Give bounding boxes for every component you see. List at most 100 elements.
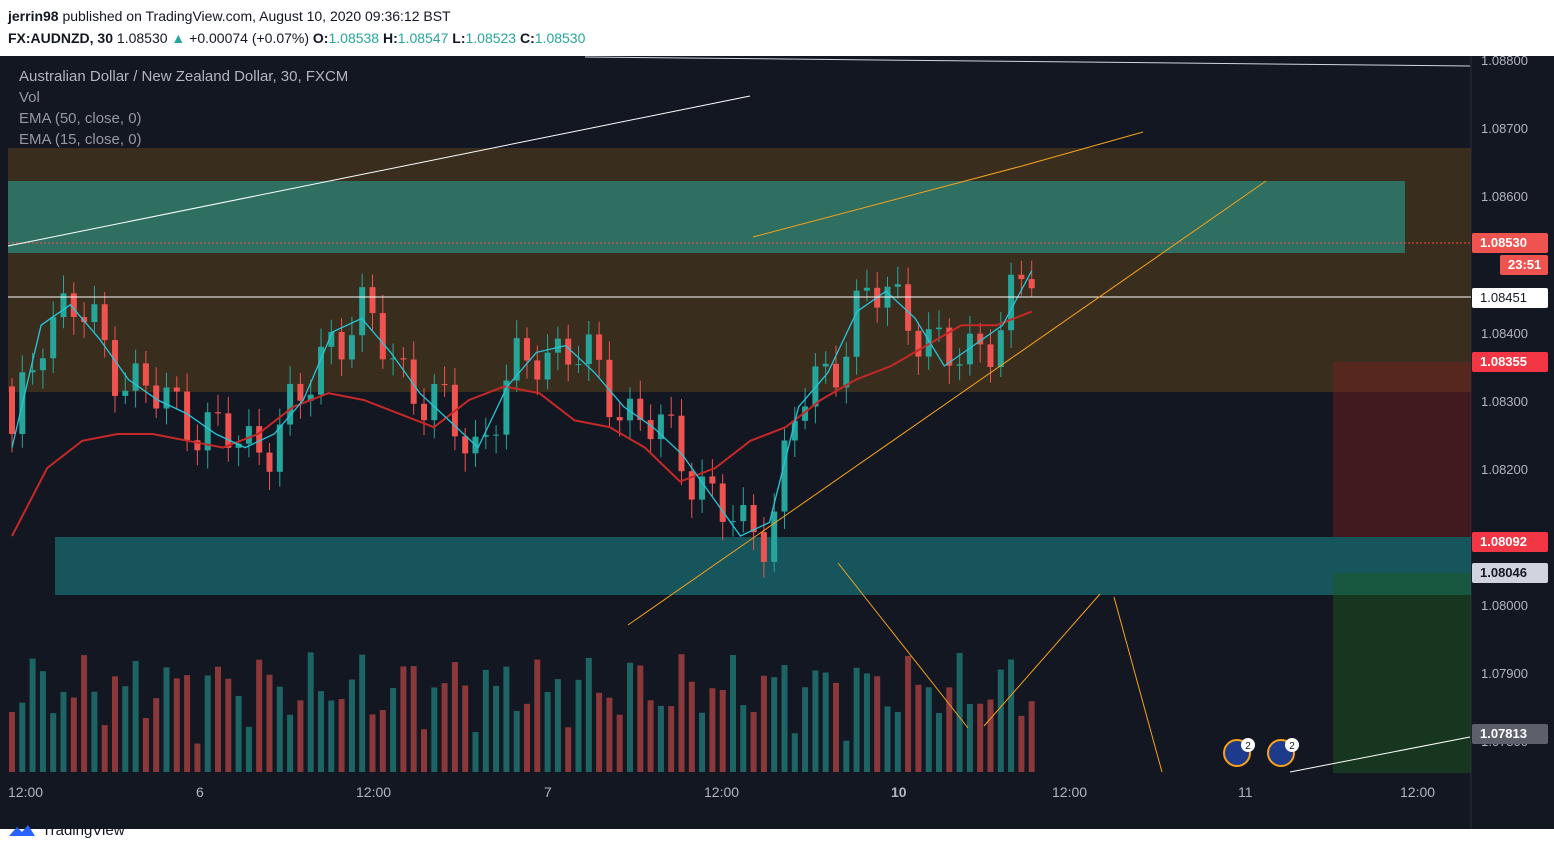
current-price-tag: 1.08530 [1472, 233, 1548, 253]
candle-body [997, 330, 1004, 368]
candle-body [956, 364, 963, 366]
candle-body [894, 284, 901, 287]
volume-bar [348, 679, 355, 772]
candle-body [225, 413, 232, 448]
y-tick: 1.07900 [1481, 666, 1528, 681]
candle-body [513, 338, 520, 381]
publish-line: jerrin98 published on TradingView.com, A… [8, 8, 451, 24]
candle-body [266, 452, 273, 472]
y-tick: 1.08800 [1481, 53, 1528, 68]
candle-body [379, 313, 386, 360]
candle-body [245, 426, 252, 444]
volume-bar [843, 740, 850, 772]
volume-bar [142, 718, 149, 772]
legend-vol[interactable]: Vol [19, 89, 40, 106]
volume-bar [472, 732, 479, 772]
volume-bar [451, 662, 458, 772]
level-price-tag: 1.08046 [1472, 563, 1548, 583]
volume-bar [977, 703, 984, 772]
candle-body [802, 406, 809, 421]
publisher-name[interactable]: jerrin98 [8, 8, 59, 24]
y-tick: 1.08300 [1481, 394, 1528, 409]
candle-body [740, 505, 747, 522]
wedge-upper-projection [1021, 131, 1144, 167]
event-count-badge [1285, 738, 1299, 752]
candle-body [657, 414, 664, 440]
candle-body [287, 383, 294, 425]
candle-body [668, 414, 675, 416]
symbol-label: FX:AUDNZD, 30 [8, 30, 114, 46]
candle-body [256, 426, 263, 453]
volume-bar [204, 675, 211, 772]
candle-body [173, 387, 180, 392]
candle-body [431, 384, 438, 421]
volume-bar [678, 654, 685, 772]
volume-bar [307, 652, 314, 772]
volume-bar [338, 699, 345, 772]
volume-bar [771, 677, 778, 772]
volume-bar [524, 703, 530, 772]
volume-bar [482, 669, 489, 772]
candle-body [585, 334, 592, 365]
volume-bar [462, 685, 469, 772]
wedge-lower-line [627, 180, 1267, 626]
volume-bar [245, 726, 252, 772]
high-value: 1.08547 [397, 30, 449, 46]
reward-zone [1333, 573, 1471, 773]
candle-body [524, 338, 530, 361]
volume-bar [132, 660, 139, 772]
volume-bar [946, 687, 953, 772]
volume-bar [884, 706, 891, 772]
volume-bar [616, 714, 623, 772]
candle-body [338, 331, 345, 360]
candle-body [328, 331, 335, 347]
volume-bar [153, 698, 160, 772]
candle-body [204, 412, 211, 451]
candle-body [822, 363, 829, 367]
brand-footer[interactable]: TradingView [8, 822, 125, 839]
volume-bar [297, 700, 304, 772]
candle-body [462, 436, 469, 454]
candle-body [60, 293, 67, 318]
candle-body [760, 532, 767, 562]
volume-bar [894, 711, 901, 772]
x-tick: 10 [891, 784, 907, 800]
brand-name: TradingView [42, 822, 125, 839]
candle-body [307, 394, 314, 401]
legend-title: Australian Dollar / New Zealand Dollar, … [19, 68, 349, 85]
volume-bar [81, 655, 88, 772]
legend-ema15[interactable]: EMA (15, close, 0) [19, 131, 142, 148]
volume-bar [328, 700, 335, 772]
volume-bar [699, 712, 706, 772]
stop-price-tag: 1.08355 [1472, 352, 1548, 372]
candle-body [101, 304, 108, 341]
candle-body [853, 290, 860, 357]
volume-bar [379, 710, 386, 772]
volume-bar [503, 666, 510, 772]
tradingview-logo-icon [9, 824, 35, 836]
candle-body [534, 360, 541, 380]
projection-up-arrow [983, 593, 1101, 727]
volume-bar [802, 687, 809, 772]
x-tick: 12:00 [1052, 784, 1088, 800]
candle-body [637, 398, 644, 421]
legend-ema50[interactable]: EMA (50, close, 0) [19, 110, 142, 127]
candle-body [791, 420, 798, 441]
volume-bar [122, 686, 129, 772]
candle-body [441, 384, 448, 386]
candle-body [400, 358, 407, 360]
trend-line-top [584, 56, 1471, 67]
volume-bar [668, 706, 675, 772]
candle-body [1018, 274, 1025, 280]
candle-body [1008, 274, 1015, 331]
x-tick: 6 [196, 784, 204, 800]
countdown-tag: 23:51 [1500, 255, 1548, 275]
candle-body [678, 415, 685, 472]
volume-bar [513, 710, 520, 772]
volume-bar [390, 687, 397, 772]
candle-body [132, 363, 139, 391]
volume-bar [256, 659, 263, 772]
candle-body [194, 440, 201, 451]
